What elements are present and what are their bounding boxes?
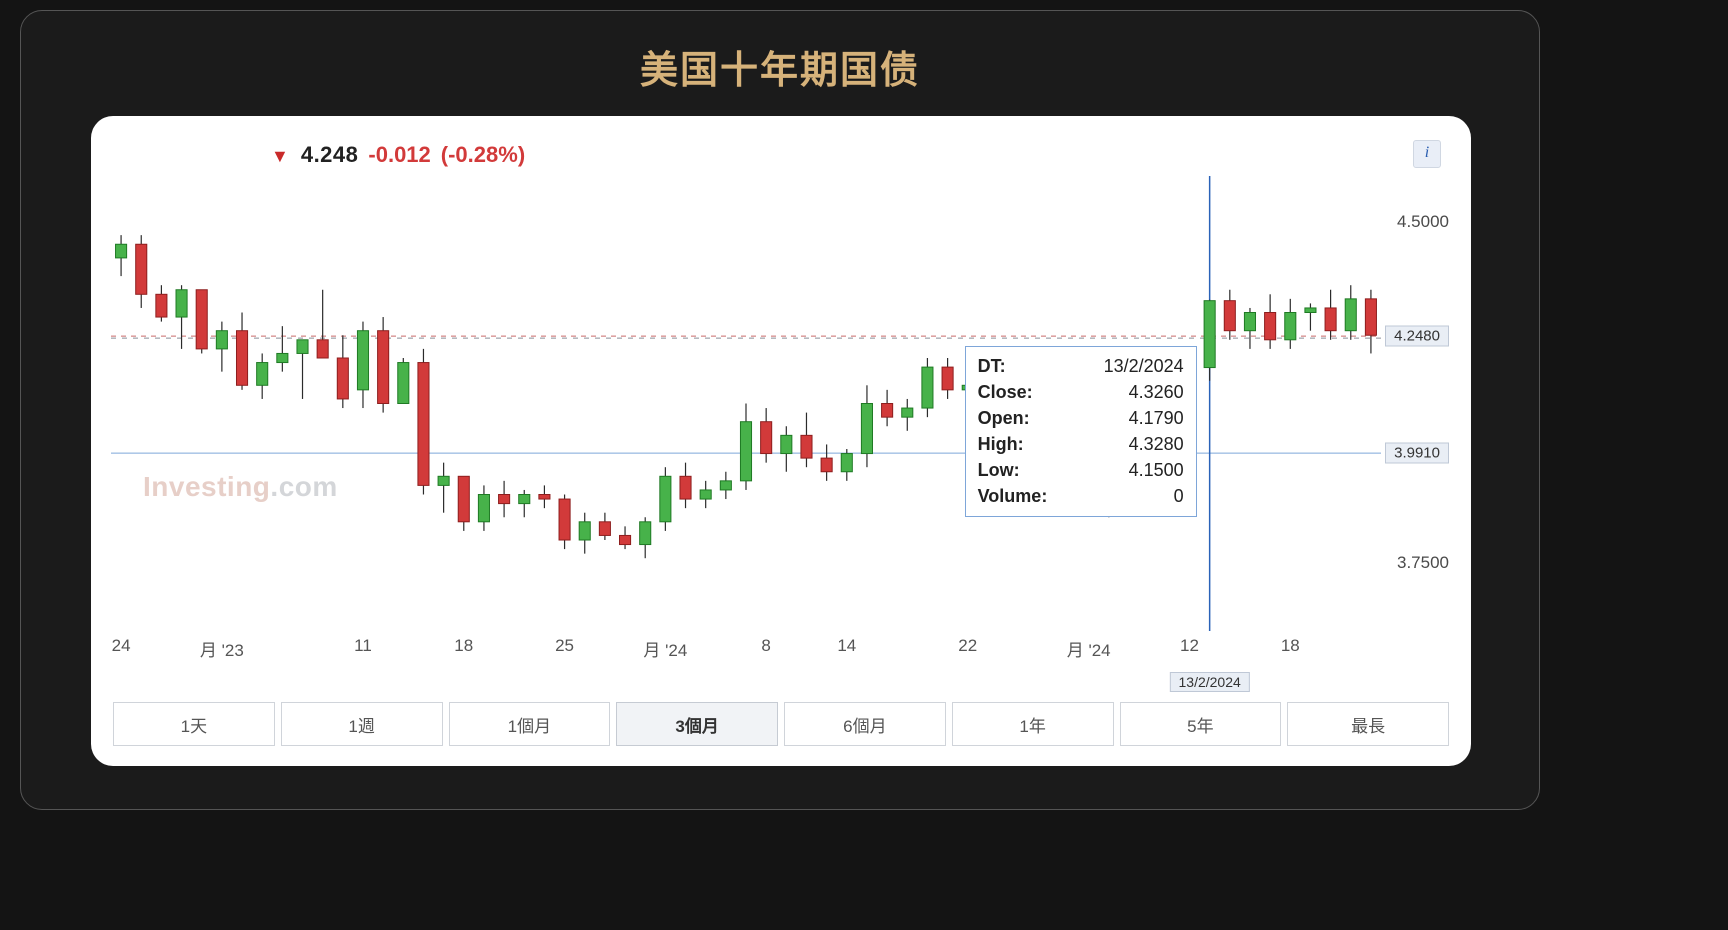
timeframe-button[interactable]: 5年 bbox=[1120, 702, 1282, 746]
x-tick-label: 月 '24 bbox=[1067, 636, 1111, 661]
page-title: 美国十年期国债 bbox=[21, 11, 1539, 94]
x-tick-label: 14 bbox=[837, 636, 856, 656]
tooltip-key: High: bbox=[978, 431, 1024, 457]
price-summary: ▼ 4.248 -0.012 (-0.28%) bbox=[271, 142, 525, 168]
x-tick-label: 18 bbox=[1281, 636, 1300, 656]
tooltip-key: Open: bbox=[978, 405, 1030, 431]
timeframe-button[interactable]: 1天 bbox=[113, 702, 275, 746]
x-tick-label: 22 bbox=[958, 636, 977, 656]
x-axis: 24 月 '23 11 18 25 月 '24 8 14 22 月 '24 12 18 bbox=[111, 636, 1381, 666]
tooltip-value: 4.1500 bbox=[1129, 457, 1184, 483]
tooltip-value: 4.3260 bbox=[1129, 379, 1184, 405]
change-pct: (-0.28%) bbox=[441, 142, 525, 168]
y-price-tag: 3.9910 bbox=[1385, 443, 1449, 464]
tooltip-key: Close: bbox=[978, 379, 1033, 405]
x-tick-label: 月 '24 bbox=[643, 636, 687, 661]
chart-card: ▼ 4.248 -0.012 (-0.28%) i Investing.com … bbox=[91, 116, 1471, 766]
arrow-down-icon: ▼ bbox=[271, 146, 289, 167]
ohlc-tooltip: DT: 13/2/2024 Close: 4.3260 Open: 4.1790 High:… bbox=[965, 346, 1197, 517]
last-price: 4.248 bbox=[301, 142, 359, 168]
timeframe-button[interactable]: 最長 bbox=[1287, 702, 1449, 746]
tooltip-value: 13/2/2024 bbox=[1104, 353, 1184, 379]
x-tick-label: 8 bbox=[761, 636, 770, 656]
timeframe-button[interactable]: 1年 bbox=[952, 702, 1114, 746]
tooltip-value: 0 bbox=[1174, 483, 1184, 509]
y-price-tag: 4.2480 bbox=[1385, 326, 1449, 347]
x-tick-label: 24 bbox=[112, 636, 131, 656]
change-abs: -0.012 bbox=[368, 142, 430, 168]
tooltip-key: DT: bbox=[978, 353, 1006, 379]
x-tick-label: 11 bbox=[354, 636, 372, 656]
y-tick-label: 3.7500 bbox=[1397, 553, 1449, 573]
tooltip-value: 4.1790 bbox=[1129, 405, 1184, 431]
x-tick-label: 12 bbox=[1180, 636, 1199, 656]
tooltip-key: Volume: bbox=[978, 483, 1048, 509]
info-button[interactable]: i bbox=[1413, 140, 1441, 168]
crosshair-date-tag: 13/2/2024 bbox=[1169, 672, 1249, 692]
timeframe-bar: 1天1週1個月3個月6個月1年5年最長 bbox=[113, 702, 1449, 746]
outer-card: 美国十年期国债 ▼ 4.248 -0.012 (-0.28%) i Invest… bbox=[20, 10, 1540, 810]
y-tick-label: 4.5000 bbox=[1397, 212, 1449, 232]
timeframe-button[interactable]: 6個月 bbox=[784, 702, 946, 746]
x-tick-label: 18 bbox=[454, 636, 473, 656]
tooltip-value: 4.3280 bbox=[1129, 431, 1184, 457]
timeframe-button[interactable]: 1週 bbox=[281, 702, 443, 746]
timeframe-button[interactable]: 1個月 bbox=[449, 702, 611, 746]
timeframe-button[interactable]: 3個月 bbox=[616, 702, 778, 746]
x-tick-label: 月 '23 bbox=[200, 636, 244, 661]
tooltip-key: Low: bbox=[978, 457, 1020, 483]
x-tick-label: 25 bbox=[555, 636, 574, 656]
